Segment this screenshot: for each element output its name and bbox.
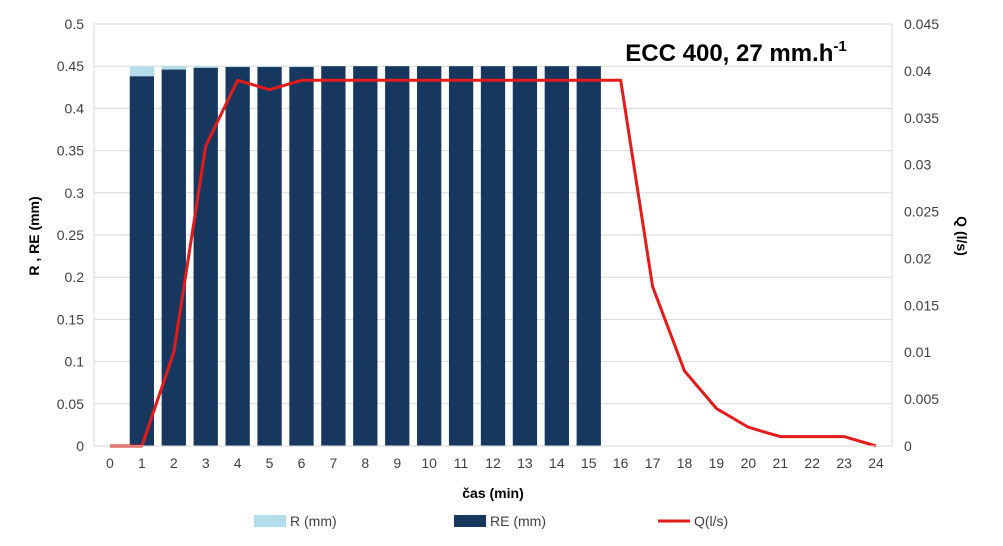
x-tick-label: 0	[106, 455, 114, 471]
x-tick-label: 14	[549, 455, 565, 471]
legend: R (mm) RE (mm) Q(l/s)	[254, 513, 728, 529]
x-tick-label: 7	[330, 455, 338, 471]
re-bar	[544, 66, 569, 446]
y-tick-label: 0.45	[57, 58, 84, 74]
legend-item-q: Q(l/s)	[658, 513, 728, 529]
x-tick-label: 8	[361, 455, 369, 471]
x-tick-label: 11	[454, 455, 469, 471]
y2-tick-label: 0.02	[904, 250, 931, 266]
y-tick-label: 0.05	[57, 396, 84, 412]
x-tick-label: 1	[138, 455, 146, 471]
y2-tick-label: 0.025	[904, 204, 939, 220]
y2-tick-label: 0	[904, 438, 912, 454]
re-bar	[321, 66, 346, 446]
y2-axis-label: Q (l/s)	[954, 216, 970, 256]
x-tick-label: 6	[298, 455, 306, 471]
re-bar	[417, 66, 442, 446]
re-bar	[257, 67, 282, 446]
x-tick-label: 21	[772, 455, 788, 471]
y-tick-label: 0.5	[65, 16, 85, 32]
plot-area-border	[93, 23, 893, 447]
x-tick-label: 4	[234, 455, 242, 471]
legend-item-re: RE (mm)	[454, 513, 546, 529]
chart-title-text: ECC 400, 27 mm.h	[625, 40, 833, 67]
chart-title: ECC 400, 27 mm.h-1	[625, 38, 846, 67]
re-bar	[480, 66, 506, 446]
x-tick-label: 15	[581, 455, 597, 471]
legend-label: Q(l/s)	[694, 513, 728, 529]
re-bar	[576, 66, 601, 446]
x-tick-label: 16	[613, 455, 629, 471]
re-bar	[385, 66, 410, 446]
y2-tick-label: 0.035	[904, 110, 939, 126]
y2-tick-label: 0.015	[904, 297, 939, 313]
y2-tick-label: 0.045	[904, 16, 939, 32]
re-bar	[512, 66, 538, 446]
y-tick-label: 0.3	[65, 185, 85, 201]
x-tick-label: 24	[868, 455, 884, 471]
x-tick-label: 23	[836, 455, 852, 471]
legend-swatch	[254, 515, 286, 527]
x-tick-label: 13	[517, 455, 533, 471]
y-tick-label: 0.2	[65, 269, 85, 285]
x-tick-label: 17	[645, 455, 661, 471]
re-bar	[289, 67, 314, 446]
y-tick-label: 0.25	[57, 227, 84, 243]
y-tick-label: 0.1	[65, 354, 85, 370]
chart-title-superscript: -1	[833, 38, 846, 55]
y2-tick-label: 0.03	[904, 157, 931, 173]
y-tick-label: 0.35	[57, 143, 84, 159]
re-bar	[161, 69, 186, 447]
legend-swatch	[454, 515, 486, 527]
y2-tick-label: 0.01	[904, 344, 931, 360]
re-bar	[353, 66, 378, 446]
re-bar	[225, 67, 250, 446]
x-tick-label: 12	[485, 455, 501, 471]
x-tick-label: 2	[170, 455, 178, 471]
legend-item-r: R (mm)	[254, 513, 337, 529]
x-tick-label: 19	[709, 455, 725, 471]
y-tick-label: 0	[76, 438, 84, 454]
y-tick-label: 0.4	[65, 100, 85, 116]
re-bar	[193, 67, 218, 446]
x-tick-label: 20	[741, 455, 757, 471]
y2-tick-label: 0.04	[904, 63, 931, 79]
q-line-layer	[109, 78, 877, 448]
x-tick-label: 9	[393, 455, 401, 471]
y-axis-label: R , RE (mm)	[26, 196, 42, 275]
bars	[129, 66, 601, 447]
x-tick-label: 22	[804, 455, 820, 471]
x-tick-label: 10	[421, 455, 437, 471]
re-bar	[129, 76, 155, 446]
q-line	[109, 78, 877, 448]
y-tick-label: 0.15	[57, 311, 84, 327]
x-tick-label: 5	[266, 455, 274, 471]
legend-label: RE (mm)	[490, 513, 546, 529]
x-tick-label: 3	[202, 455, 210, 471]
x-tick-label: 18	[677, 455, 693, 471]
re-bar	[448, 66, 474, 446]
x-axis-label: čas (min)	[462, 485, 523, 501]
y2-tick-label: 0.005	[904, 391, 939, 407]
legend-label: R (mm)	[290, 513, 337, 529]
axes: 0 0.05 0.1 0.15 0.2 0.25 0.3 0.35 0.4 0.45 0.5 0 0.0…	[57, 16, 939, 471]
